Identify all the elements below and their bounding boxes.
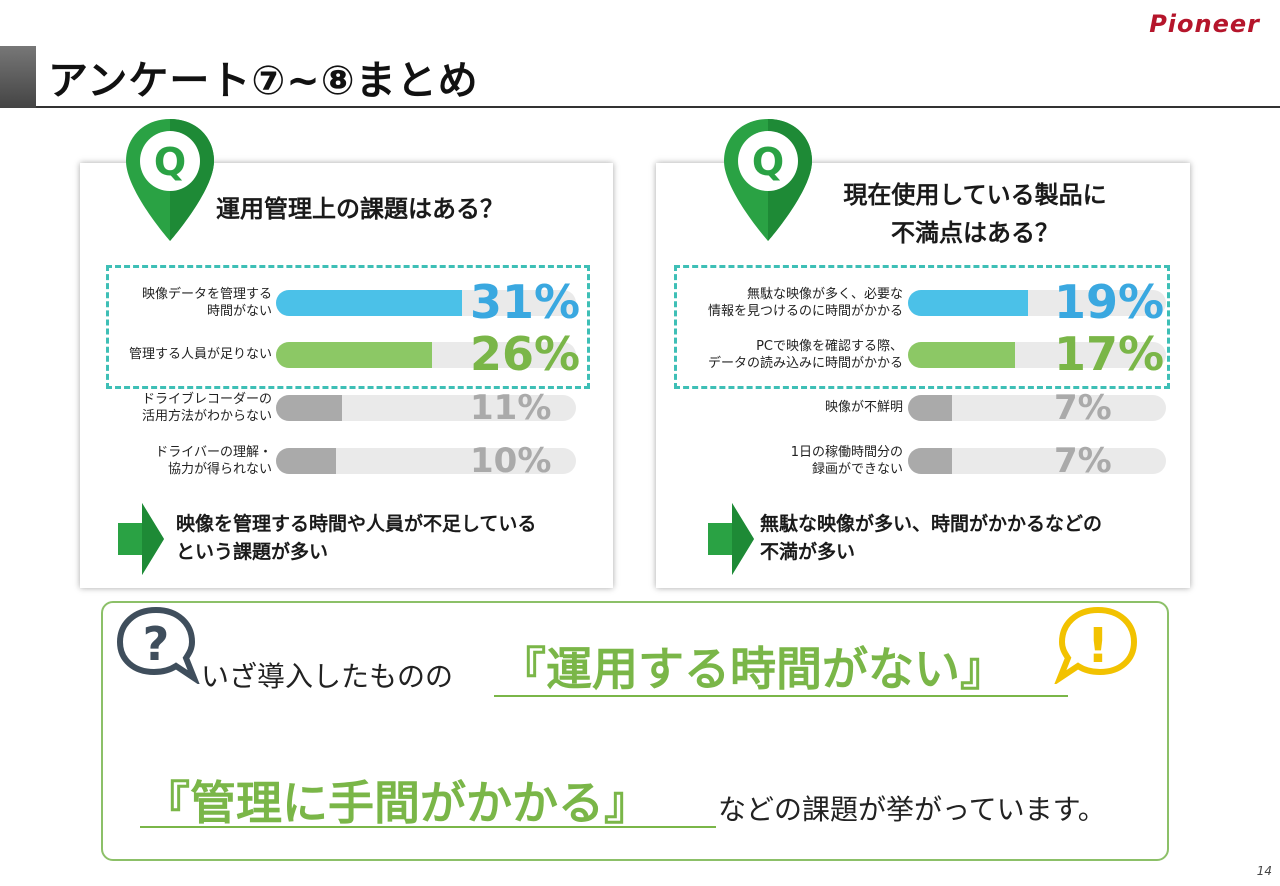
title-accent-bar bbox=[0, 46, 36, 108]
conclusion-7: 映像を管理する時間や人員が不足している という課題が多い bbox=[176, 510, 536, 566]
bar-value-label: 17% bbox=[1054, 327, 1165, 381]
summary-line1-emphasis: 『運用する時間がない』 bbox=[500, 642, 1006, 696]
bar-value-label: 26% bbox=[470, 327, 581, 381]
summary-line2-suffix: などの課題が挙がっています。 bbox=[718, 793, 1106, 826]
page-number: 14 bbox=[1256, 864, 1272, 878]
bar-category-label: 1日の稼働時間分の 録画ができない bbox=[790, 445, 903, 477]
summary-box bbox=[101, 601, 1169, 861]
page-title: アンケート⑦~⑧まとめ bbox=[48, 58, 479, 104]
bar bbox=[276, 395, 342, 421]
bar bbox=[908, 448, 952, 474]
bar-category-label: 映像が不鮮明 bbox=[824, 400, 903, 415]
bar-value-label: 10% bbox=[470, 441, 552, 481]
bar-category-label: 無駄な映像が多く、必要な 情報を見つけるのに時間がかかる bbox=[707, 287, 903, 319]
highlight-box-7 bbox=[106, 265, 590, 389]
emphasis-underline bbox=[140, 826, 716, 828]
highlight-box-8 bbox=[674, 265, 1170, 389]
pin-letter: Q bbox=[752, 140, 784, 184]
right-arrow-icon bbox=[118, 503, 164, 575]
exclamation-mark: ! bbox=[1087, 618, 1109, 674]
bar-value-label: 19% bbox=[1054, 275, 1165, 329]
bar-category-label: ドライバーの理解・ 協力が得られない bbox=[155, 445, 272, 477]
question-title-8: 現在使用している製品に 不満点はある？ bbox=[843, 181, 1107, 247]
survey-panel-8 bbox=[656, 163, 1190, 588]
bar bbox=[908, 342, 1015, 368]
summary-line1-prefix: いざ導入したものの bbox=[201, 660, 454, 693]
bar bbox=[908, 290, 1028, 316]
bar-value-label: 7% bbox=[1054, 388, 1112, 428]
conclusion-8: 無駄な映像が多い、時間がかかるなどの 不満が多い bbox=[760, 510, 1102, 566]
pin-letter: Q bbox=[154, 140, 186, 184]
right-arrow-icon bbox=[708, 503, 754, 575]
bar-category-label: PCで映像を確認する際、 データの読み込みに時間がかかる bbox=[707, 339, 903, 371]
pioneer-logo: Pioneer bbox=[1149, 10, 1260, 38]
question-bubble-icon: ? bbox=[116, 606, 200, 684]
title-divider bbox=[36, 106, 1280, 108]
q-location-pin-icon: Q bbox=[126, 119, 214, 241]
bar-value-label: 7% bbox=[1054, 441, 1112, 481]
conclusion-7-text: 映像を管理する時間や人員が不足している という課題が多い bbox=[176, 513, 537, 563]
question-mark: ? bbox=[143, 617, 170, 671]
bar-category-label: ドライブレコーダーの 活用方法がわからない bbox=[141, 392, 272, 424]
exclamation-bubble-icon: ! bbox=[1054, 606, 1138, 684]
bar-category-label: 管理する人員が足りない bbox=[128, 347, 272, 362]
conclusion-8-text: 無駄な映像が多い、時間がかかるなどの 不満が多い bbox=[760, 513, 1103, 563]
bar bbox=[276, 342, 432, 368]
bar bbox=[908, 395, 952, 421]
question-title-7: 運用管理上の課題はある？ bbox=[216, 195, 504, 223]
bar bbox=[276, 448, 336, 474]
q-location-pin-icon: Q bbox=[724, 119, 812, 241]
bar-value-label: 31% bbox=[470, 275, 581, 329]
summary-line2-emphasis: 『管理に手間がかかる』 bbox=[144, 776, 650, 830]
bar-category-label: 映像データを管理する 時間がない bbox=[141, 287, 272, 319]
emphasis-underline bbox=[494, 695, 1068, 697]
bar-value-label: 11% bbox=[470, 388, 552, 428]
bar bbox=[276, 290, 462, 316]
